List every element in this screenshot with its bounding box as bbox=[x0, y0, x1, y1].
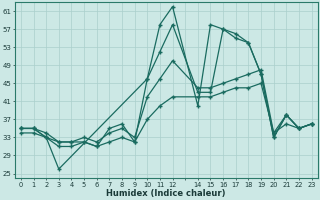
X-axis label: Humidex (Indice chaleur): Humidex (Indice chaleur) bbox=[107, 189, 226, 198]
